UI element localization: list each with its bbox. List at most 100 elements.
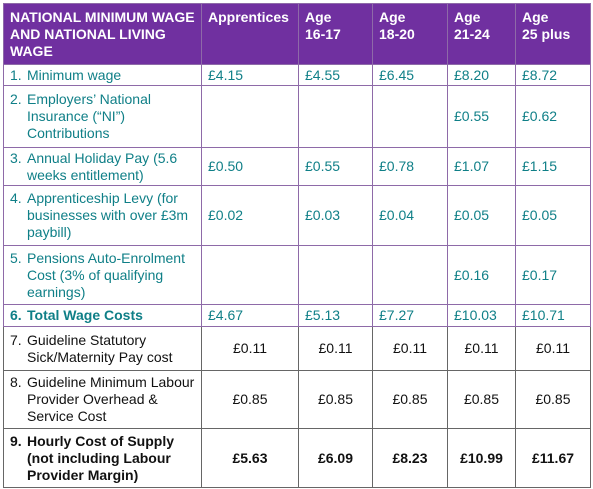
value-cell: £8.20 xyxy=(447,64,516,86)
row-label-cell: 9. Hourly Cost of Supply (not including L… xyxy=(3,428,202,488)
table-row: 8. Guideline Minimum Labour Provider Over… xyxy=(3,370,591,429)
row-label-text: Apprenticeship Levy (for businesses with… xyxy=(27,190,189,240)
value-cell: £0.62 xyxy=(515,85,591,148)
row-label-cell: 4. Apprenticeship Levy (for businesses wi… xyxy=(3,185,202,246)
value-cell: £4.55 xyxy=(298,64,373,86)
value-cell: £0.11 xyxy=(298,326,373,371)
column-header: Apprentices xyxy=(201,3,299,65)
row-label-cell: 5. Pensions Auto-Enrolment Cost (3% of qu… xyxy=(3,245,202,305)
value-cell: £5.63 xyxy=(201,428,299,488)
value-cell: £10.99 xyxy=(447,428,516,488)
row-label: 2. Employers’ National Insurance (“NI”) C… xyxy=(10,91,195,142)
row-number: 5. xyxy=(10,249,22,266)
table-row: 7. Guideline Statutory Sick/Maternity Pay… xyxy=(3,326,591,371)
value-cell: £0.11 xyxy=(201,326,299,371)
value-cell: £0.50 xyxy=(201,147,299,186)
row-number: 3. xyxy=(10,149,22,166)
value-cell: £0.02 xyxy=(201,185,299,246)
table-row: 4. Apprenticeship Levy (for businesses wi… xyxy=(3,185,591,246)
row-label: 6. Total Wage Costs xyxy=(10,307,195,324)
value-cell: £0.85 xyxy=(515,370,591,429)
value-cell: £6.09 xyxy=(298,428,373,488)
value-cell xyxy=(298,85,373,148)
value-cell xyxy=(201,245,299,305)
value-cell: £1.07 xyxy=(447,147,516,186)
value-cell: £0.55 xyxy=(298,147,373,186)
value-cell: £0.85 xyxy=(447,370,516,429)
header-title: NATIONAL MINIMUM WAGE AND NATIONAL LIVIN… xyxy=(3,3,202,65)
value-cell: £0.05 xyxy=(447,185,516,246)
value-cell: £7.27 xyxy=(372,304,448,327)
row-label-cell: 3. Annual Holiday Pay (5.6 weeks entitlem… xyxy=(3,147,202,186)
row-label-cell: 1. Minimum wage xyxy=(3,64,202,86)
row-number: 9. xyxy=(10,432,22,449)
row-number: 1. xyxy=(10,66,22,83)
value-cell: £10.03 xyxy=(447,304,516,327)
value-cell: £0.11 xyxy=(447,326,516,371)
value-cell: £11.67 xyxy=(515,428,591,488)
value-cell xyxy=(372,245,448,305)
value-cell: £0.11 xyxy=(515,326,591,371)
row-number: 8. xyxy=(10,374,22,390)
row-number: 4. xyxy=(10,190,22,206)
column-header: Age 16-17 xyxy=(298,3,373,65)
value-cell: £0.17 xyxy=(515,245,591,305)
value-cell: £0.04 xyxy=(372,185,448,246)
value-cell: £8.72 xyxy=(515,64,591,86)
table-row: 9. Hourly Cost of Supply (not including L… xyxy=(3,428,591,488)
value-cell: £0.85 xyxy=(372,370,448,429)
row-label-text: Hourly Cost of Supply (not including Lab… xyxy=(27,432,174,483)
row-label-text: Pensions Auto-Enrolment Cost (3% of qual… xyxy=(27,249,185,300)
value-cell: £0.11 xyxy=(372,326,448,371)
row-label-text: Annual Holiday Pay (5.6 weeks entitlemen… xyxy=(27,149,178,183)
column-header: Age 21-24 xyxy=(447,3,516,65)
row-label-cell: 6. Total Wage Costs xyxy=(3,304,202,327)
row-number: 2. xyxy=(10,91,22,107)
row-label-text: Guideline Statutory Sick/Maternity Pay c… xyxy=(27,331,173,365)
value-cell: £6.45 xyxy=(372,64,448,86)
value-cell: £0.05 xyxy=(515,185,591,246)
table-row: 3. Annual Holiday Pay (5.6 weeks entitlem… xyxy=(3,147,591,186)
table-row: 6. Total Wage Costs £4.67 £5.13 £7.27 £10.03 £… xyxy=(3,304,591,327)
value-cell: £0.16 xyxy=(447,245,516,305)
header-row: NATIONAL MINIMUM WAGE AND NATIONAL LIVIN… xyxy=(3,3,591,65)
row-label-text: Employers’ National Insurance (“NI”) Con… xyxy=(27,91,151,141)
row-label: 1. Minimum wage xyxy=(10,67,195,84)
table-row: 1. Minimum wage £4.15 £4.55 £6.45 £8.20 £8.72 xyxy=(3,64,591,86)
column-header: Age 18-20 xyxy=(372,3,448,65)
value-cell xyxy=(372,85,448,148)
row-label-cell: 7. Guideline Statutory Sick/Maternity Pay… xyxy=(3,326,202,371)
value-cell: £0.03 xyxy=(298,185,373,246)
table-row: 5. Pensions Auto-Enrolment Cost (3% of qu… xyxy=(3,245,591,305)
row-label-text: Minimum wage xyxy=(27,66,122,83)
cost-table: NATIONAL MINIMUM WAGE AND NATIONAL LIVIN… xyxy=(3,3,591,488)
value-cell: £4.15 xyxy=(201,64,299,86)
row-number: 6. xyxy=(10,307,22,323)
row-label: 3. Annual Holiday Pay (5.6 weeks entitlem… xyxy=(10,150,195,184)
value-cell: £0.78 xyxy=(372,147,448,186)
row-label: 8. Guideline Minimum Labour Provider Over… xyxy=(10,374,195,425)
table-body: 1. Minimum wage £4.15 £4.55 £6.45 £8.20 £8.72 2… xyxy=(3,64,591,488)
value-cell: £4.67 xyxy=(201,304,299,327)
value-cell xyxy=(298,245,373,305)
row-label: 7. Guideline Statutory Sick/Maternity Pay… xyxy=(10,332,195,366)
value-cell: £8.23 xyxy=(372,428,448,488)
value-cell: £10.71 xyxy=(515,304,591,327)
row-label-text: Total Wage Costs xyxy=(27,307,143,323)
row-label: 4. Apprenticeship Levy (for businesses wi… xyxy=(10,190,195,241)
value-cell: £0.85 xyxy=(298,370,373,429)
row-label: 9. Hourly Cost of Supply (not including L… xyxy=(10,433,195,484)
column-header: Age 25 plus xyxy=(515,3,591,65)
row-label-text: Guideline Minimum Labour Provider Overhe… xyxy=(27,374,195,424)
row-number: 7. xyxy=(10,331,22,348)
value-cell xyxy=(201,85,299,148)
value-cell: £0.55 xyxy=(447,85,516,148)
value-cell: £0.85 xyxy=(201,370,299,429)
row-label: 5. Pensions Auto-Enrolment Cost (3% of qu… xyxy=(10,250,195,301)
table-row: 2. Employers’ National Insurance (“NI”) C… xyxy=(3,85,591,148)
row-label-cell: 8. Guideline Minimum Labour Provider Over… xyxy=(3,370,202,429)
row-label-cell: 2. Employers’ National Insurance (“NI”) C… xyxy=(3,85,202,148)
value-cell: £5.13 xyxy=(298,304,373,327)
value-cell: £1.15 xyxy=(515,147,591,186)
